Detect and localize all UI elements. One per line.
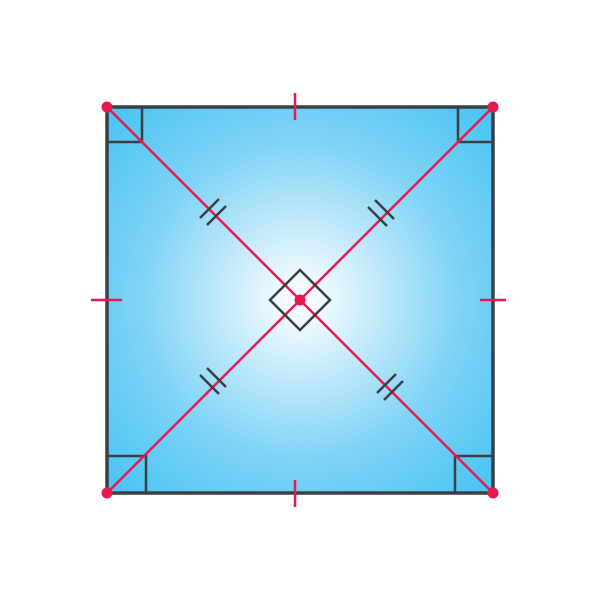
vertex-point-top-left <box>101 101 113 113</box>
side-equal-ticks <box>91 93 506 507</box>
double-tick-lower-left <box>199 367 227 395</box>
vertex-point-bottom-left <box>101 487 113 499</box>
vertex-point-top-right <box>487 101 499 113</box>
double-tick-lower-right <box>376 373 404 401</box>
center-right-angle-marker <box>268 268 332 332</box>
points <box>101 101 499 499</box>
center-point <box>294 294 306 306</box>
double-tick-upper-left <box>199 198 227 226</box>
diagonal-double-ticks <box>199 198 404 401</box>
right-angle-marker-bottom-left <box>107 454 148 493</box>
vertex-point-bottom-right <box>487 487 499 499</box>
double-tick-upper-right <box>367 199 395 227</box>
